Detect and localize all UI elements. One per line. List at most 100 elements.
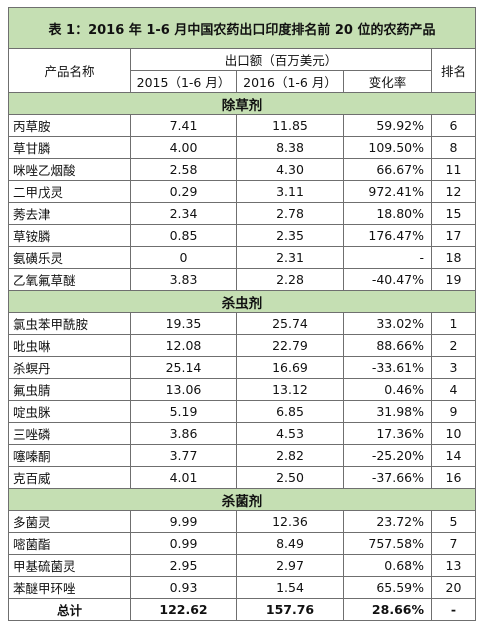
product-name-cell: 咪唑乙烟酸 [8,158,131,181]
product-name-cell: 吡虫啉 [8,334,131,357]
product-name-cell: 草铵膦 [8,224,131,247]
value-2015-cell: 25.14 [130,356,237,379]
table-row: 杀螟丹 25.14 16.69 -33.61% 3 [8,356,476,379]
total-rank-cell: - [431,598,476,621]
rank-cell: 3 [431,356,476,379]
rank-cell: 11 [431,158,476,181]
value-2016-cell: 25.74 [236,312,344,335]
rank-cell: 18 [431,246,476,269]
table-row: 氟虫腈 13.06 13.12 0.46% 4 [8,378,476,401]
section-title: 除草剂 [8,92,476,115]
change-rate-cell: -37.66% [343,466,432,489]
product-name-cell: 克百威 [8,466,131,489]
change-rate-cell: 33.02% [343,312,432,335]
value-2016-cell: 22.79 [236,334,344,357]
product-name-cell: 丙草胺 [8,114,131,137]
rank-cell: 6 [431,114,476,137]
value-2015-cell: 4.01 [130,466,237,489]
rank-cell: 4 [431,378,476,401]
value-2016-cell: 8.38 [236,136,344,159]
value-2016-cell: 2.35 [236,224,344,247]
table-row: 氯虫苯甲酰胺 19.35 25.74 33.02% 1 [8,312,476,335]
header-2016: 2016（1-6 月） [236,70,344,93]
value-2015-cell: 2.58 [130,158,237,181]
header-product-name: 产品名称 [8,48,131,93]
rank-cell: 13 [431,554,476,577]
table-row: 三唑磷 3.86 4.53 17.36% 10 [8,422,476,445]
value-2015-cell: 2.95 [130,554,237,577]
rank-cell: 8 [431,136,476,159]
title-row: 表 1：2016 年 1-6 月中国农药出口印度排名前 20 位的农药产品 [8,7,476,49]
product-name-cell: 氟虫腈 [8,378,131,401]
table-row: 丙草胺 7.41 11.85 59.92% 6 [8,114,476,137]
total-label-cell: 总计 [8,598,131,621]
value-2016-cell: 16.69 [236,356,344,379]
section-title: 杀虫剂 [8,290,476,313]
change-rate-cell: -33.61% [343,356,432,379]
export-table: 表 1：2016 年 1-6 月中国农药出口印度排名前 20 位的农药产品 产品… [8,7,476,621]
value-2016-cell: 3.11 [236,180,344,203]
change-rate-cell: 757.58% [343,532,432,555]
rank-cell: 1 [431,312,476,335]
product-name-cell: 噻嗪酮 [8,444,131,467]
header-2015: 2015（1-6 月） [130,70,237,93]
value-2015-cell: 3.83 [130,268,237,291]
value-2015-cell: 3.86 [130,422,237,445]
table-row: 多菌灵 9.99 12.36 23.72% 5 [8,510,476,533]
rank-cell: 10 [431,422,476,445]
value-2015-cell: 0.93 [130,576,237,599]
table-row: 甲基硫菌灵 2.95 2.97 0.68% 13 [8,554,476,577]
value-2016-cell: 13.12 [236,378,344,401]
export-table-container: 表 1：2016 年 1-6 月中国农药出口印度排名前 20 位的农药产品 产品… [8,7,476,621]
total-change-rate-cell: 28.66% [343,598,432,621]
change-rate-cell: 31.98% [343,400,432,423]
rank-cell: 19 [431,268,476,291]
change-rate-cell: -25.20% [343,444,432,467]
change-rate-cell: - [343,246,432,269]
table-row: 克百威 4.01 2.50 -37.66% 16 [8,466,476,489]
header-change-rate: 变化率 [343,70,432,93]
table-title: 表 1：2016 年 1-6 月中国农药出口印度排名前 20 位的农药产品 [8,7,476,49]
section-title: 杀菌剂 [8,488,476,511]
rank-cell: 16 [431,466,476,489]
value-2015-cell: 0 [130,246,237,269]
value-2016-cell: 2.28 [236,268,344,291]
table-row: 草铵膦 0.85 2.35 176.47% 17 [8,224,476,247]
change-rate-cell: 23.72% [343,510,432,533]
rank-cell: 12 [431,180,476,203]
product-name-cell: 三唑磷 [8,422,131,445]
product-name-cell: 莠去津 [8,202,131,225]
value-2015-cell: 0.29 [130,180,237,203]
value-2016-cell: 8.49 [236,532,344,555]
table-row: 草甘膦 4.00 8.38 109.50% 8 [8,136,476,159]
value-2016-cell: 2.78 [236,202,344,225]
value-2015-cell: 5.19 [130,400,237,423]
product-name-cell: 苯醚甲环唑 [8,576,131,599]
rank-cell: 2 [431,334,476,357]
product-name-cell: 氯虫苯甲酰胺 [8,312,131,335]
value-2015-cell: 7.41 [130,114,237,137]
change-rate-cell: 65.59% [343,576,432,599]
product-name-cell: 乙氧氟草醚 [8,268,131,291]
change-rate-cell: 17.36% [343,422,432,445]
product-name-cell: 多菌灵 [8,510,131,533]
value-2016-cell: 2.50 [236,466,344,489]
rank-cell: 9 [431,400,476,423]
value-2015-cell: 9.99 [130,510,237,533]
change-rate-cell: 18.80% [343,202,432,225]
change-rate-cell: 88.66% [343,334,432,357]
product-name-cell: 氨磺乐灵 [8,246,131,269]
change-rate-cell: 66.67% [343,158,432,181]
total-row: 总计 122.62 157.76 28.66% - [8,598,476,621]
table-body: 表 1：2016 年 1-6 月中国农药出口印度排名前 20 位的农药产品 产品… [8,7,476,621]
value-2015-cell: 19.35 [130,312,237,335]
product-name-cell: 杀螟丹 [8,356,131,379]
value-2016-cell: 4.30 [236,158,344,181]
header-export-value: 出口额（百万美元） [130,48,432,71]
rank-cell: 17 [431,224,476,247]
section-header-row: 杀菌剂 [8,488,476,511]
table-row: 啶虫脒 5.19 6.85 31.98% 9 [8,400,476,423]
header-rank: 排名 [431,48,476,93]
product-name-cell: 啶虫脒 [8,400,131,423]
change-rate-cell: 176.47% [343,224,432,247]
